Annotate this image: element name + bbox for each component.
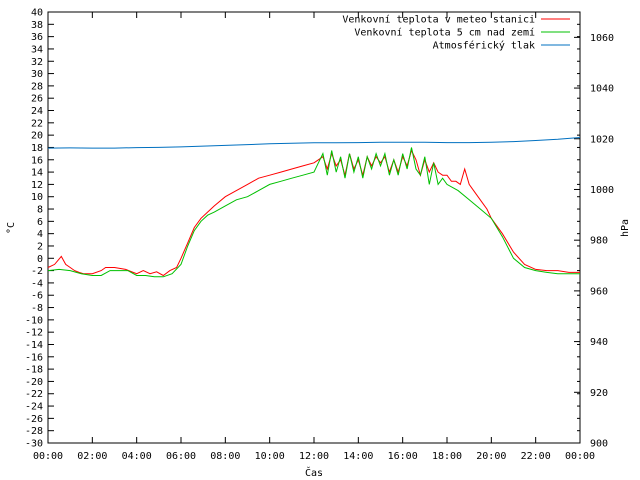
x-tick-label: 12:00	[299, 451, 329, 462]
y-tick-label: 40	[31, 8, 43, 19]
y-tick-label: -26	[25, 414, 43, 425]
y2-tick-label: 1020	[590, 134, 614, 145]
y-tick-label: 30	[31, 69, 43, 80]
x-tick-label: 00:00	[33, 451, 63, 462]
y-tick-label: 32	[31, 57, 43, 68]
x-axis-label: Čas	[305, 466, 323, 479]
y-tick-label: -16	[25, 352, 43, 363]
y-tick-label: 20	[31, 131, 43, 142]
x-tick-label: 06:00	[166, 451, 196, 462]
y-tick-label: 24	[31, 106, 43, 117]
legend: Venkovní teplota v meteo staniciVenkovní…	[342, 14, 570, 52]
x-axis-ticks: 00:00 02:00 04:00 06:00 08:00 10:00 12:00 14:00…	[33, 12, 595, 462]
y-tick-label: 2	[37, 241, 43, 252]
y-tick-label: 8	[37, 205, 43, 216]
x-tick-label: 10:00	[255, 451, 285, 462]
x-tick-label: 18:00	[432, 451, 462, 462]
x-tick-label: 14:00	[343, 451, 373, 462]
x-tick-label: 22:00	[521, 451, 551, 462]
y-tick-label: -10	[25, 315, 43, 326]
y-tick-label: 10	[31, 192, 43, 203]
x-tick-label: 20:00	[476, 451, 506, 462]
x-tick-label: 08:00	[210, 451, 240, 462]
y-tick-label: 28	[31, 81, 43, 92]
y2-tick-label: 1060	[590, 33, 614, 44]
y-tick-label: -2	[31, 266, 43, 277]
series-lines	[47, 137, 581, 278]
y-tick-label: -6	[31, 291, 43, 302]
legend-label: Venkovní teplota v meteo stanici	[342, 14, 535, 26]
y-tick-label: 6	[37, 217, 43, 228]
y2-axis-label: hPa	[620, 219, 631, 237]
y-tick-label: -28	[25, 426, 43, 437]
y-tick-label: 38	[31, 20, 43, 31]
y2-tick-label: 920	[590, 388, 608, 399]
plot-frame	[47, 11, 581, 444]
y-tick-label: -24	[25, 402, 43, 413]
y-tick-label: -4	[31, 278, 43, 289]
legend-label: Venkovní teplota 5 cm nad zemí	[354, 27, 535, 39]
series-line-1	[47, 147, 580, 278]
y-tick-label: 12	[31, 180, 43, 191]
y-tick-label: 14	[31, 168, 43, 179]
y2-axis-ticks: 900 920 940 960 980 1000 1020 1040 1060	[574, 33, 614, 450]
y-tick-label: 4	[37, 229, 43, 240]
x-tick-label: 02:00	[77, 451, 107, 462]
y-tick-label: 18	[31, 143, 43, 154]
y2-tick-label: 940	[590, 337, 608, 348]
y-tick-label: 22	[31, 118, 43, 129]
y-axis-ticks: -30-28-26-24-22-20-18-16-14-12-10-8-6-4-…	[25, 8, 580, 450]
y-tick-label: 26	[31, 94, 43, 105]
y-tick-label: -20	[25, 377, 43, 388]
y-tick-label: -18	[25, 365, 43, 376]
y2-tick-label: 960	[590, 286, 608, 297]
y-tick-label: 36	[31, 32, 43, 43]
series-line-2	[47, 137, 581, 149]
legend-label: Atmosférický tlak	[433, 40, 535, 52]
series-line-0	[47, 149, 580, 277]
y-tick-label: 16	[31, 155, 43, 166]
y-tick-label: -8	[31, 303, 43, 314]
y2-tick-label: 900	[590, 439, 608, 450]
x-tick-label: 00:00	[565, 451, 595, 462]
y2-tick-label: 1040	[590, 84, 614, 95]
y-tick-label: 0	[37, 254, 43, 265]
y-tick-label: -22	[25, 389, 43, 400]
y-tick-label: -12	[25, 328, 43, 339]
x-tick-label: 04:00	[122, 451, 152, 462]
y-axis-label: °C	[6, 222, 17, 234]
x-tick-label: 16:00	[388, 451, 418, 462]
y2-tick-label: 980	[590, 236, 608, 247]
y-tick-label: -14	[25, 340, 43, 351]
y-tick-label: 34	[31, 44, 43, 55]
y2-tick-label: 1000	[590, 185, 614, 196]
y-tick-label: -30	[25, 439, 43, 450]
